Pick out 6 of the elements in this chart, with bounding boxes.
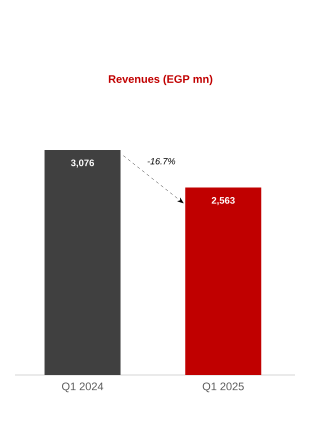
annotation: -16.7% (148, 158, 176, 164)
data-label: 2,563 (212, 197, 235, 206)
chart-title: Revenues (EGP mn) (108, 74, 212, 86)
x-tick-label: Q1 2025 (202, 382, 244, 392)
x-tick-label: Q1 2024 (62, 382, 104, 392)
data-label: 3,076 (70, 160, 94, 168)
